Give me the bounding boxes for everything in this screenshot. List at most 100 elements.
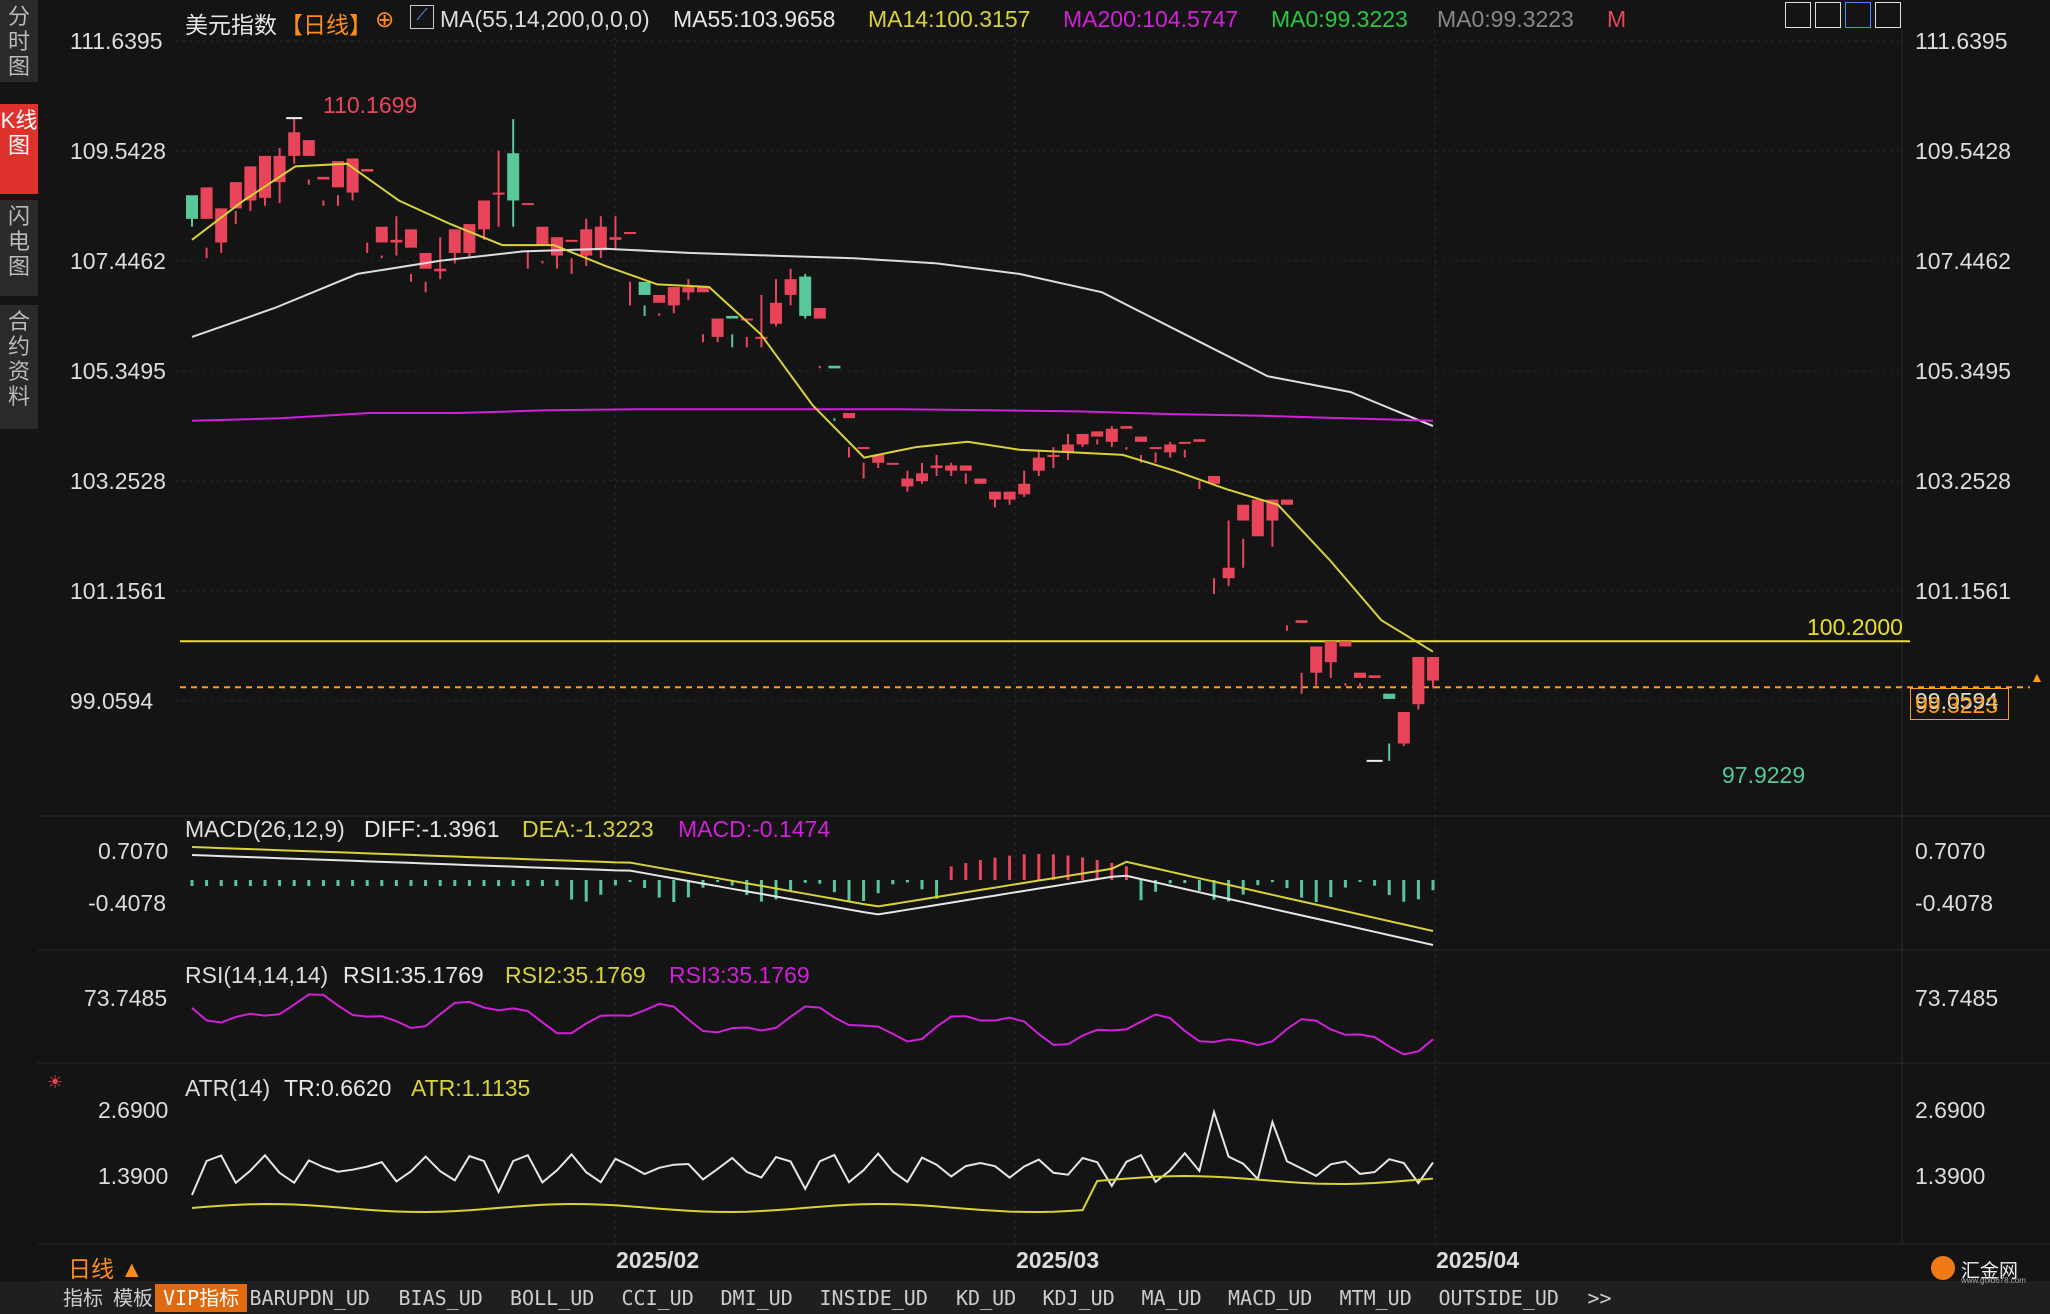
- candle-body: [229, 182, 242, 209]
- period-selector[interactable]: 日线 ▲: [68, 1256, 144, 1282]
- toolbar-button[interactable]: KD_UD: [956, 1286, 1017, 1310]
- price-axis-label-right: 107.4462: [1915, 248, 2011, 274]
- toolbar-button[interactable]: MTM_UD: [1339, 1286, 1412, 1310]
- m-label: M: [1607, 6, 1627, 32]
- candle-body: [434, 268, 447, 272]
- toolbar-button[interactable]: BOLL_UD: [510, 1286, 595, 1310]
- macd-header: MACD(26,12,9): [185, 816, 345, 842]
- tab-flash[interactable]: 闪电图: [0, 200, 38, 296]
- ma55-line: [191, 247, 1434, 428]
- candle-body: [1091, 431, 1104, 437]
- atr-tick-r2: 1.3900: [1915, 1163, 1986, 1189]
- candle-body: [1368, 675, 1381, 678]
- low-price-label: 97.9229: [1722, 762, 1806, 788]
- toolbar-button[interactable]: INSIDE_UD: [819, 1286, 928, 1310]
- macd-tick-r2: -0.4078: [1915, 890, 1994, 916]
- toolbar-button[interactable]: CCI_UD: [621, 1286, 694, 1310]
- candle-body: [288, 132, 301, 156]
- candle-body: [770, 302, 782, 324]
- candle-body: [1354, 672, 1366, 678]
- price-axis-label-right: 101.1561: [1915, 578, 2011, 605]
- candle-body: [375, 226, 388, 243]
- candle-body: [1135, 436, 1147, 442]
- indicator-chart-icon[interactable]: ⟋: [410, 5, 434, 29]
- toolbar-button[interactable]: MACD_UD: [1228, 1286, 1313, 1310]
- candle-body: [755, 336, 768, 339]
- atr-tr: TR:0.6620: [284, 1075, 392, 1101]
- price-axis-label-left: 103.2528: [70, 468, 166, 495]
- candle-body: [945, 465, 958, 471]
- ma200-value: MA200:104.5747: [1063, 6, 1239, 32]
- x-label-feb: 2025/02: [616, 1247, 700, 1273]
- rsi2-value: RSI2:35.1769: [505, 962, 646, 988]
- tab-timeshare[interactable]: 分时图: [0, 0, 38, 82]
- macd-dea: DEA:-1.3223: [522, 816, 654, 842]
- draw-tool-icon[interactable]: [1845, 2, 1871, 28]
- candle-body: [1281, 499, 1293, 505]
- candle-body: [580, 229, 593, 256]
- price-axis-label-right: 99.0594: [1915, 688, 1999, 715]
- macd-tick-r1: 0.7070: [1915, 838, 1986, 864]
- price-axis-label-right: 111.6395: [1915, 28, 2008, 54]
- candle-body: [1105, 428, 1118, 442]
- x-label-mar: 2025/03: [1016, 1247, 1100, 1273]
- candle-body: [521, 203, 534, 206]
- rsi1-value: RSI1:35.1769: [343, 962, 484, 988]
- toolbar-button[interactable]: DMI_UD: [720, 1286, 793, 1310]
- candle-body: [1003, 491, 1016, 500]
- indicator-toolbar: 指标 模板 VIP指标 BARUPDN_UD BIAS_UD BOLL_UD CCI_UD D…: [0, 1282, 2050, 1314]
- layout-icon[interactable]: [1875, 2, 1901, 28]
- candle-body: [186, 195, 198, 219]
- macd-value: MACD:-0.1474: [678, 816, 831, 842]
- candle-body: [1295, 620, 1308, 623]
- candle-body: [916, 473, 928, 482]
- tab-contract-info[interactable]: 合约资料: [0, 305, 38, 429]
- toolbar-button[interactable]: 指标: [63, 1286, 103, 1310]
- candle-body: [726, 315, 739, 319]
- candle-body: [390, 239, 403, 243]
- price-axis-label-right: 105.3495: [1915, 358, 2011, 385]
- candle-body: [857, 447, 870, 450]
- instrument-name: 美元指数: [185, 12, 277, 38]
- candle-body: [1324, 641, 1337, 663]
- brand-name: 汇金网: [1961, 1261, 2019, 1282]
- settings-icon[interactable]: ⊕: [375, 6, 395, 32]
- toolbar-button[interactable]: >>: [1587, 1286, 1612, 1310]
- toolbar-button[interactable]: 模板: [113, 1286, 153, 1310]
- last-price-arrow-icon[interactable]: ▲: [2030, 669, 2044, 685]
- candle-body: [332, 161, 344, 188]
- ma200-line: [191, 408, 1434, 422]
- tab-kline[interactable]: K线图: [0, 104, 38, 194]
- candle-type-icon[interactable]: [1815, 2, 1841, 28]
- candle-body: [419, 252, 432, 269]
- price-axis-label-left: 107.4462: [70, 248, 166, 274]
- toolbar-button[interactable]: MA_UD: [1141, 1286, 1202, 1310]
- rsi3-value: RSI3:35.1769: [669, 962, 810, 988]
- crosshair-icon[interactable]: [1785, 2, 1811, 28]
- candle-body: [638, 281, 651, 295]
- toolbar-button[interactable]: BIAS_UD: [398, 1286, 483, 1310]
- price-axis-label-left: 99.0594: [70, 688, 154, 715]
- candle-body: [989, 491, 1001, 500]
- ma-params: MA(55,14,200,0,0,0): [440, 6, 650, 32]
- period-label[interactable]: 【日线】: [280, 12, 372, 38]
- candle-body: [901, 478, 914, 487]
- candle-body: [536, 226, 549, 246]
- high-price-label: 110.1699: [323, 92, 418, 118]
- candle-body: [813, 308, 826, 319]
- toolbar-button[interactable]: OUTSIDE_UD: [1438, 1286, 1559, 1310]
- toolbar-button[interactable]: KDJ_UD: [1042, 1286, 1115, 1310]
- sun-icon[interactable]: ☀: [47, 1072, 64, 1092]
- toolbar-button[interactable]: VIP指标: [155, 1284, 248, 1312]
- candle-body: [1339, 641, 1352, 647]
- price-axis-label-right: 103.2528: [1915, 468, 2011, 495]
- candle-body: [346, 158, 359, 193]
- candle-body: [507, 153, 520, 201]
- price-axis-label-left: 105.3495: [70, 358, 166, 385]
- brand-url: www.gold678.com: [1961, 1276, 2026, 1285]
- toolbar-button[interactable]: BARUPDN_UD: [249, 1286, 370, 1310]
- atr-tick-1: 2.6900: [98, 1097, 169, 1123]
- candle-body: [244, 166, 257, 201]
- ma0-value-2: MA0:99.3223: [1437, 6, 1574, 32]
